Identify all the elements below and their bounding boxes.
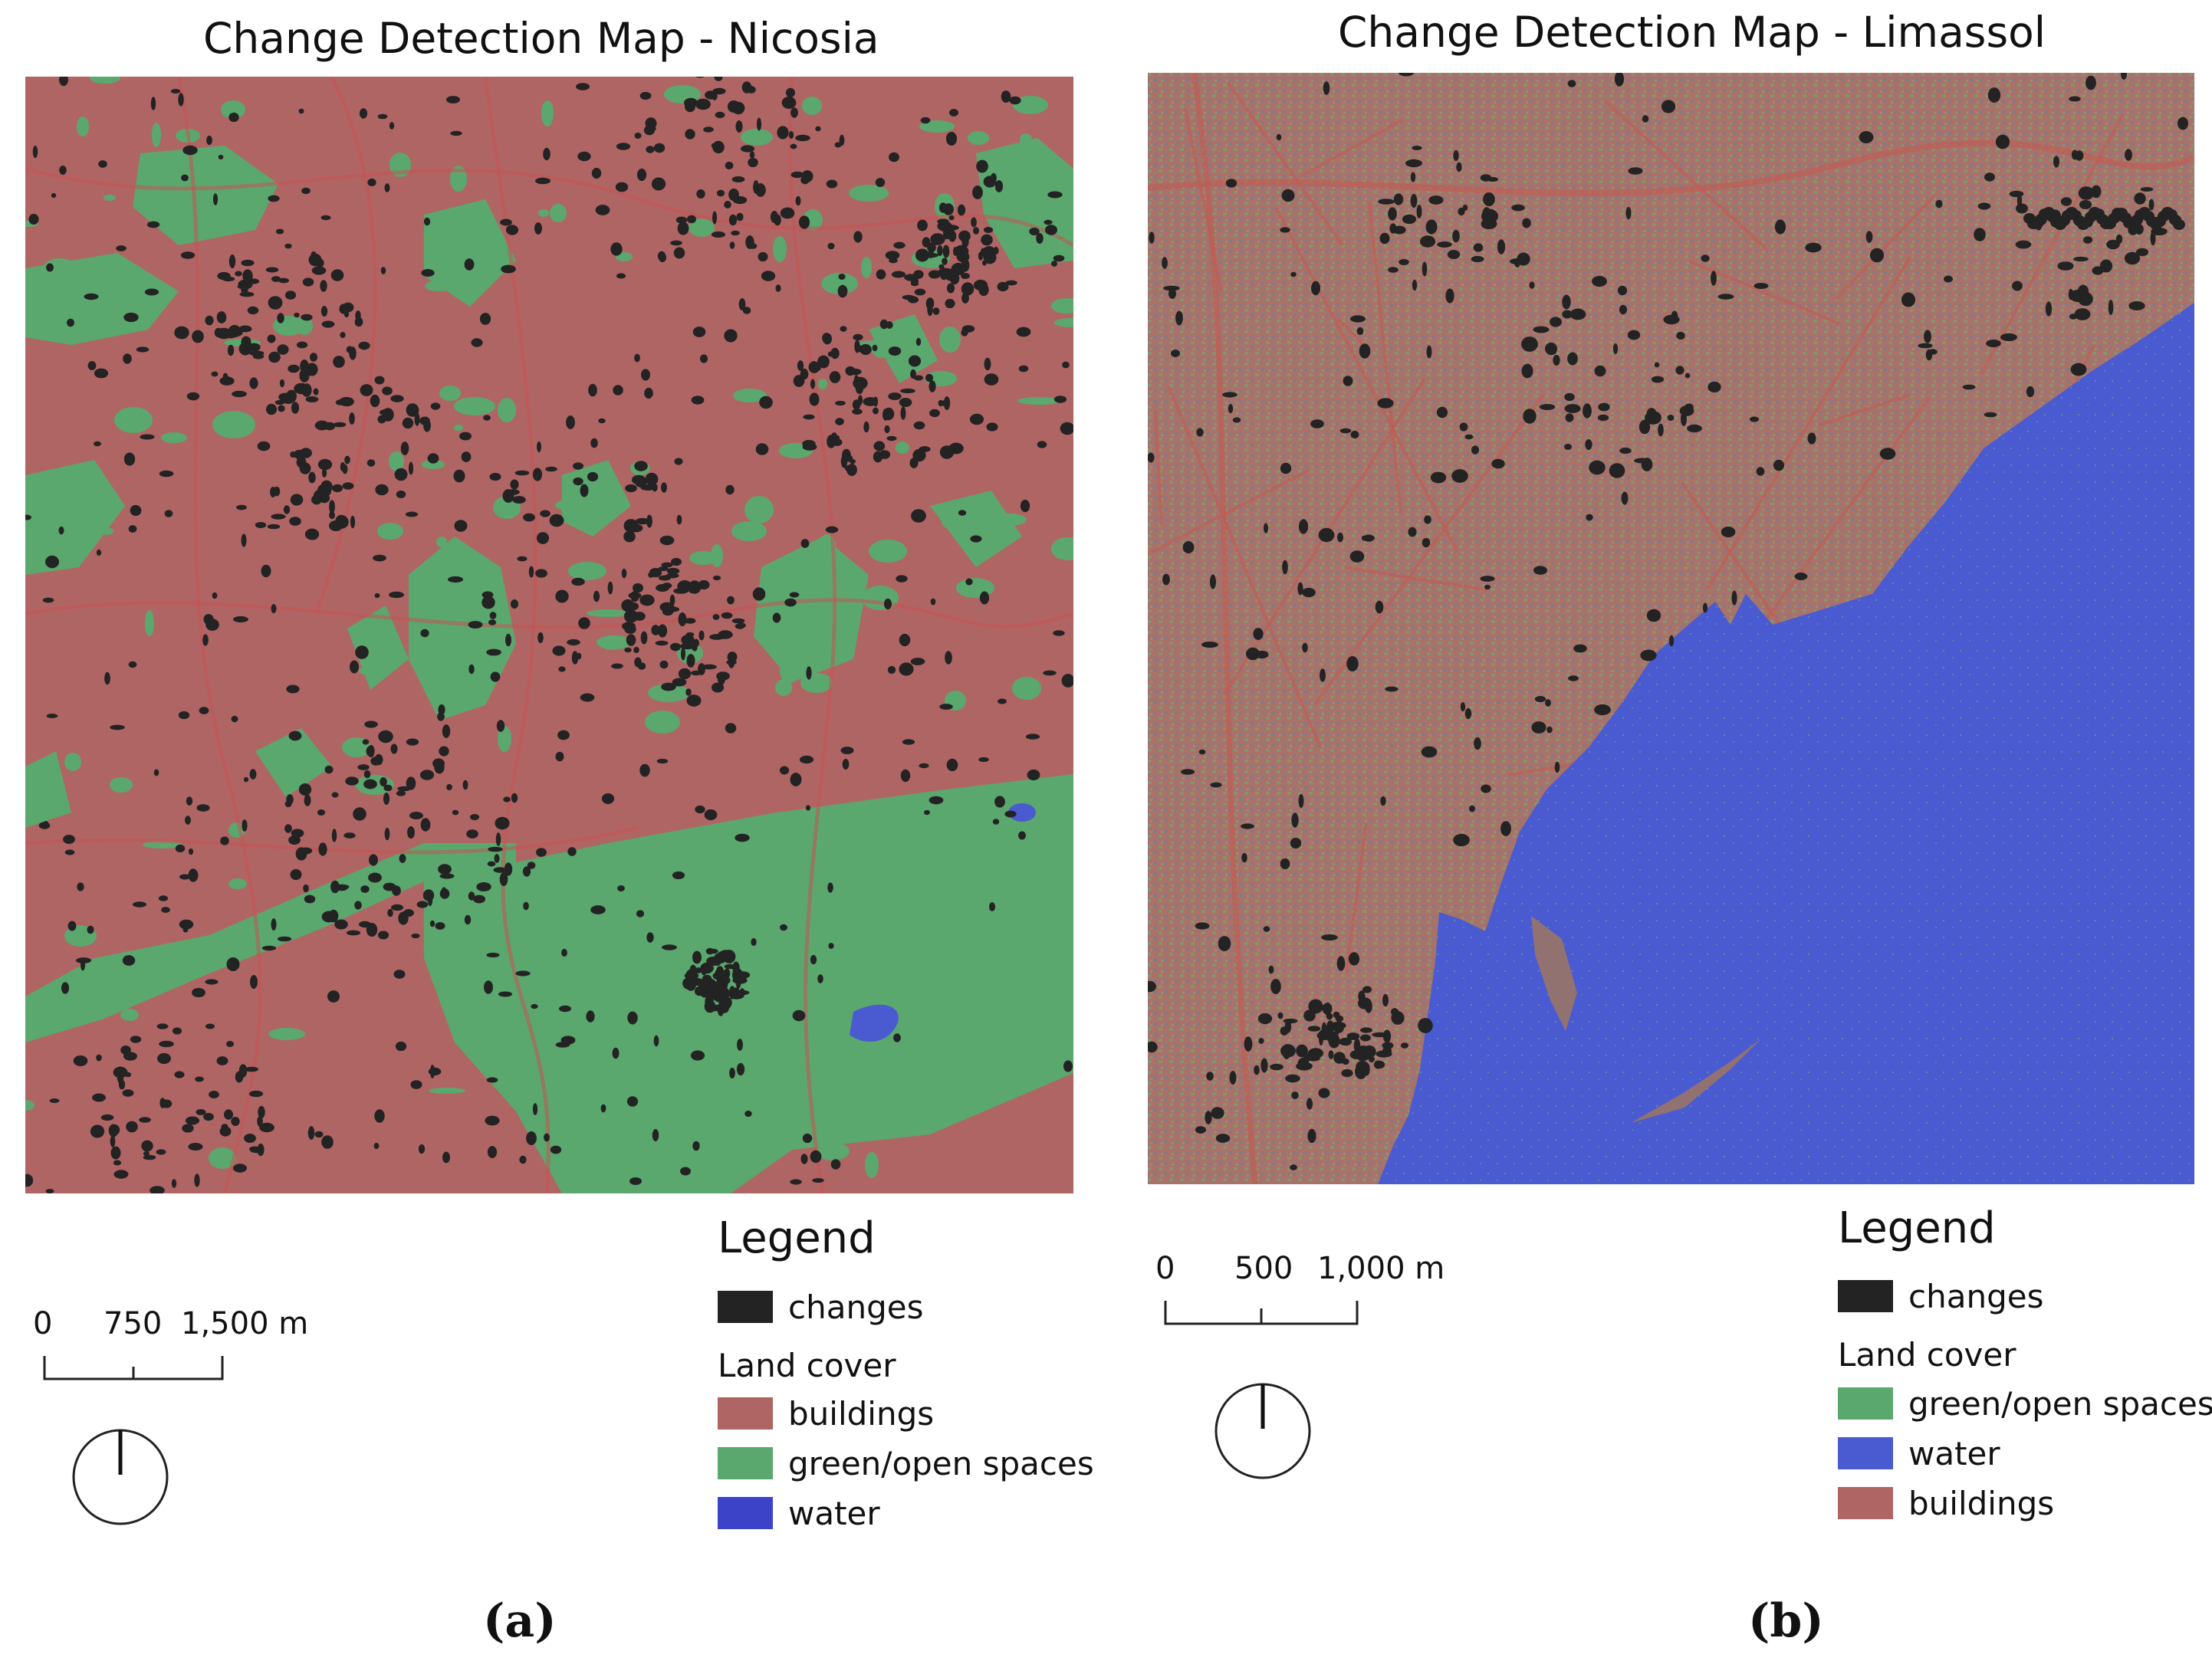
panel-nicosia: Change Detection Map - Nicosia Legend ch… (0, 0, 1104, 1661)
scale-label-0: 0 (1155, 1251, 1175, 1286)
legend-swatch-green (718, 1447, 773, 1479)
legend-landcover-heading: Land cover (1838, 1336, 2016, 1374)
scale-label-mid: 750 (104, 1306, 163, 1341)
map-nicosia[interactable] (25, 77, 1073, 1193)
scale-label-end: 1,000 m (1317, 1251, 1445, 1286)
legend-swatch-water (718, 1497, 773, 1529)
legend-item-water: water (718, 1494, 880, 1532)
sea-area (1378, 303, 2194, 1184)
legend-item-buildings: buildings (1838, 1484, 2055, 1522)
scale-label-mid: 500 (1234, 1251, 1293, 1286)
legend-item-green: green/open spaces (1838, 1384, 2212, 1423)
legend-swatch-changes (718, 1291, 773, 1323)
change-blobs (1148, 73, 2188, 1170)
legend-label: green/open spaces (788, 1444, 1094, 1482)
legend-label: water (788, 1494, 880, 1532)
caption-a: (a) (483, 1594, 557, 1648)
legend-swatch-buildings (718, 1397, 773, 1430)
legend-label: buildings (1908, 1484, 2055, 1522)
map-title-limassol: Change Detection Map - Limassol (1338, 8, 2046, 57)
legend-title: Legend (718, 1213, 876, 1263)
map-limassol[interactable] (1148, 73, 2194, 1184)
legend-item-water: water (1838, 1434, 2000, 1472)
legend-item-green: green/open spaces (718, 1444, 1094, 1482)
scale-bar (1164, 1301, 1359, 1325)
map-title-nicosia: Change Detection Map - Nicosia (203, 14, 879, 63)
map-limassol-canvas (1148, 73, 2194, 1184)
legend-item-changes: changes (1838, 1277, 2044, 1315)
legend-swatch-buildings (1838, 1487, 1893, 1519)
pier (1531, 916, 1577, 1031)
legend-label: buildings (788, 1394, 935, 1433)
map-nicosia-canvas (25, 77, 1073, 1193)
land-water-areas (850, 803, 1036, 1042)
legend-title: Legend (1838, 1203, 1996, 1253)
scale-bar (43, 1356, 224, 1380)
legend-landcover-heading: Land cover (718, 1347, 896, 1384)
north-arrow-icon (72, 1429, 169, 1525)
legend-item-buildings: buildings (718, 1394, 935, 1433)
legend-swatch-water (1838, 1437, 1893, 1469)
legend-swatch-green (1838, 1387, 1893, 1420)
panel-limassol: Change Detection Map - Limassol (1104, 0, 2212, 1661)
scale-label-end: 1,500 m (181, 1306, 309, 1341)
legend-item-changes: changes (718, 1288, 924, 1326)
change-blobs (25, 77, 1073, 1193)
legend-label: water (1908, 1434, 2000, 1472)
legend-label: green/open spaces (1908, 1384, 2212, 1423)
legend-label: changes (788, 1288, 924, 1326)
legend-swatch-changes (1838, 1280, 1893, 1312)
caption-b: (b) (1748, 1594, 1824, 1648)
land-green-areas (25, 77, 1073, 1193)
scale-label-0: 0 (33, 1306, 53, 1341)
legend-label: changes (1908, 1277, 2044, 1315)
north-arrow-icon (1214, 1383, 1311, 1479)
